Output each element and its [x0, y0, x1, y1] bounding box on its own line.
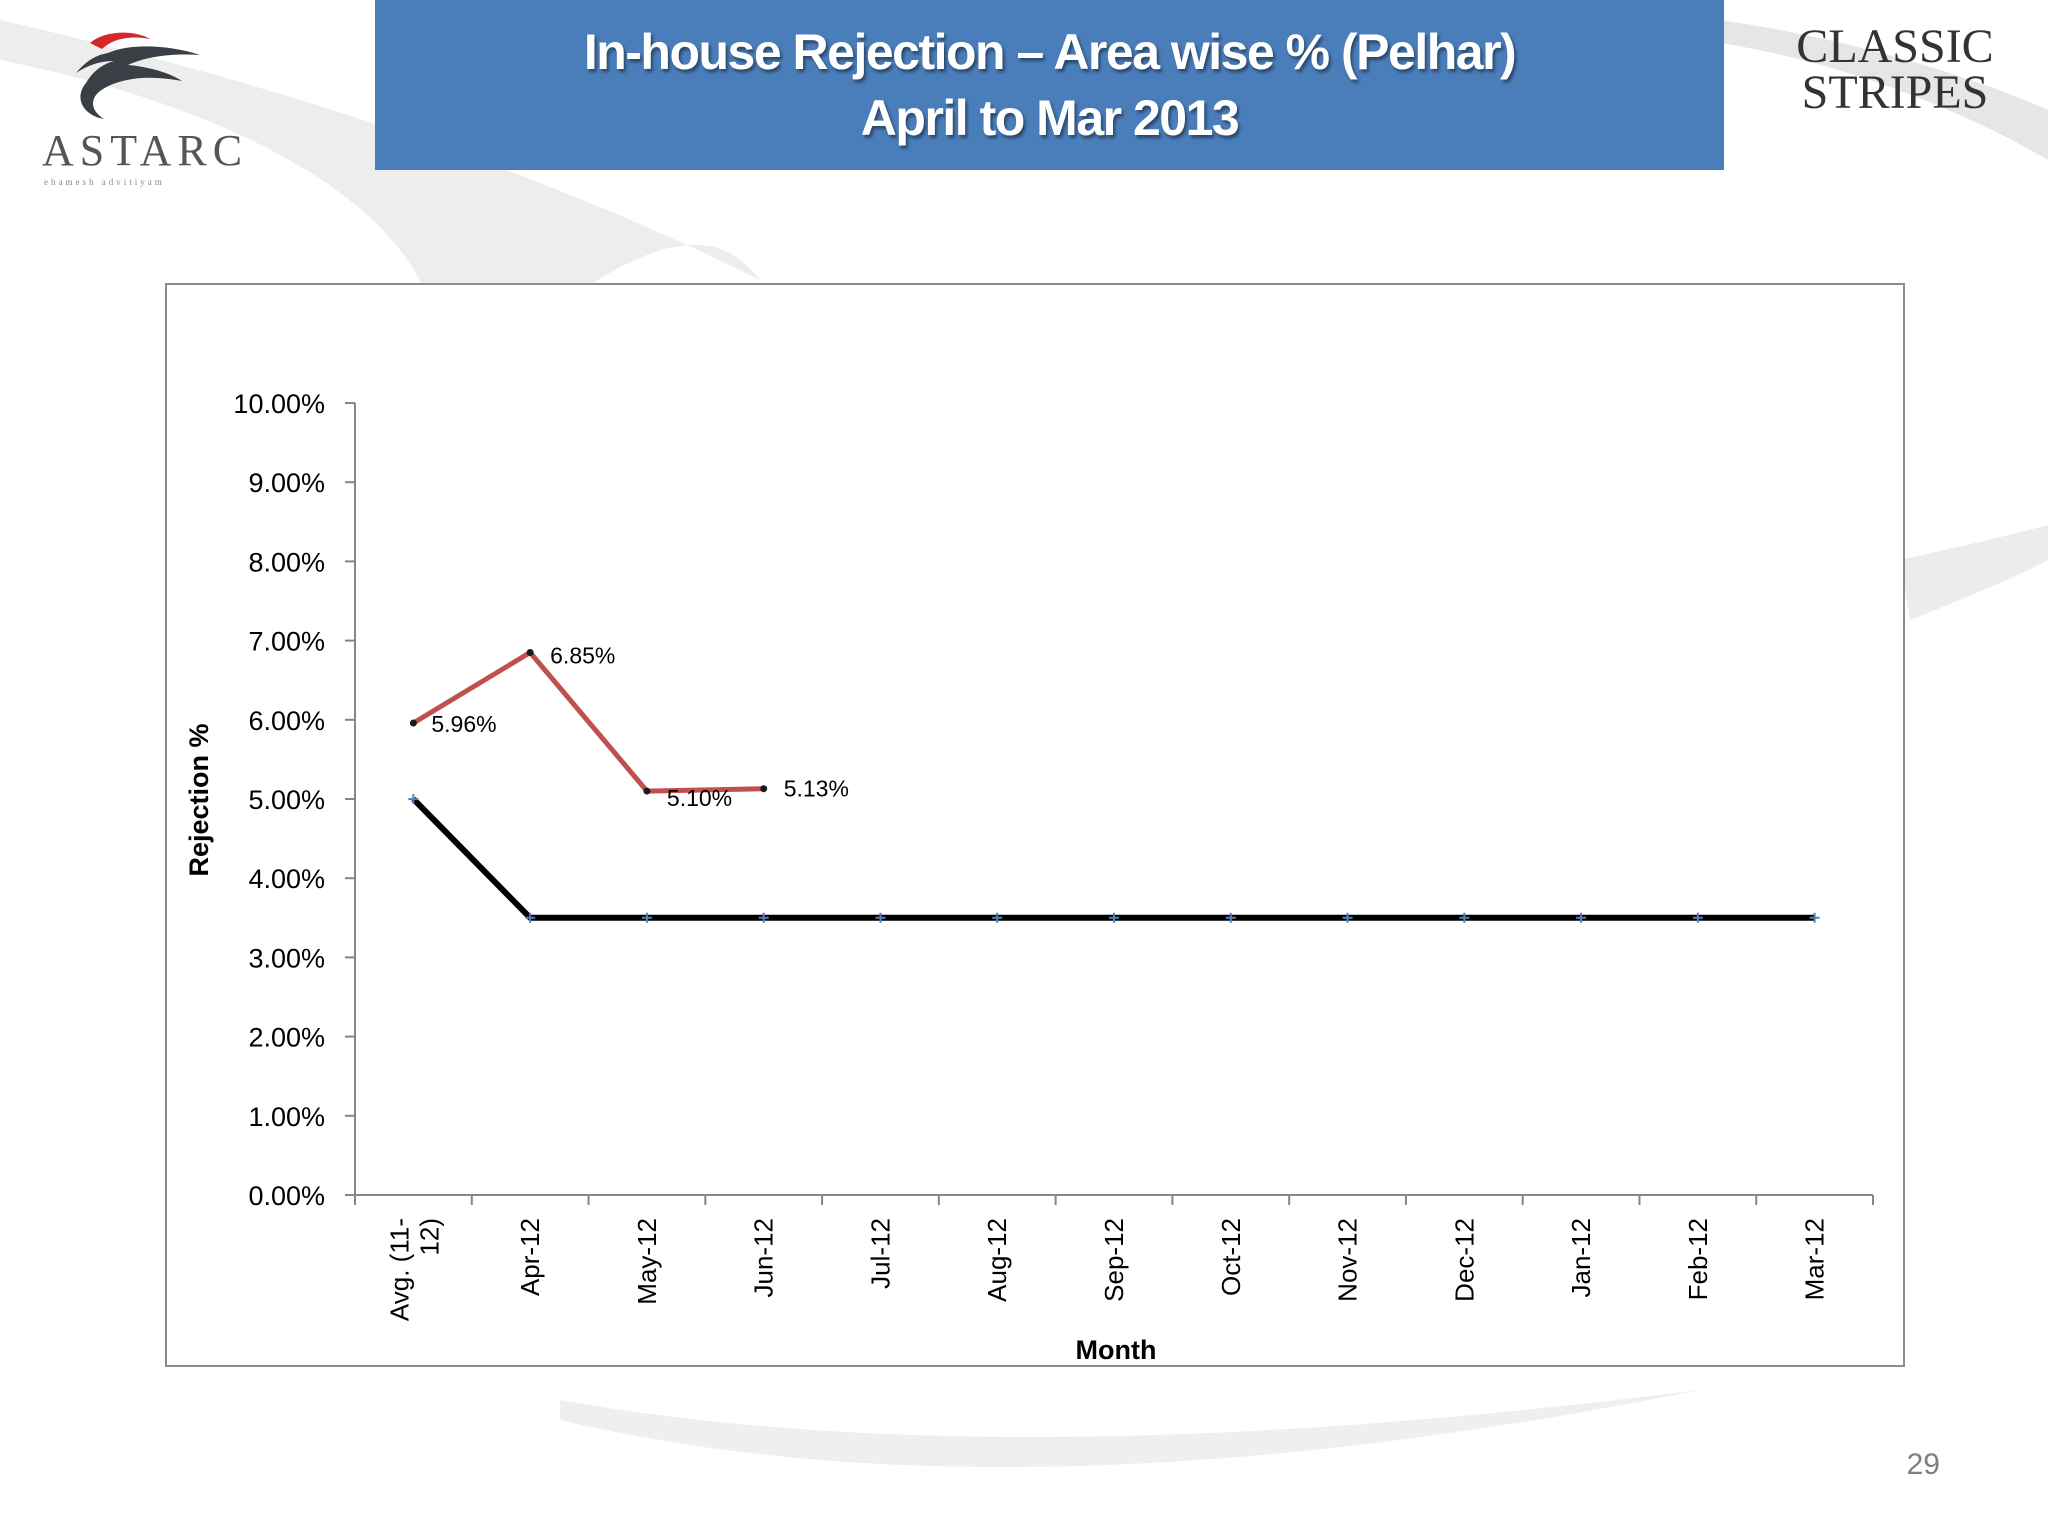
astarc-logo: ASTARC ehamesh advitiyam: [30, 25, 260, 195]
y-tick-label: 1.00%: [248, 1102, 325, 1132]
target-marker: [1809, 912, 1820, 923]
x-tick-label: Sep-12: [1099, 1218, 1129, 1302]
x-tick-label: Nov-12: [1333, 1218, 1363, 1302]
classic-stripes-line1: CLASSIC: [1796, 20, 1994, 73]
classic-stripes-logo: CLASSIC STRIPES: [1770, 20, 2020, 119]
chart-frame: [165, 283, 1905, 1367]
classic-stripes-line2: STRIPES: [1801, 66, 1989, 119]
chart-series: [408, 648, 1820, 923]
x-tick-label: Avg. (11-12): [384, 1218, 444, 1321]
data-point-marker: [526, 648, 534, 656]
target-marker: [1342, 912, 1353, 923]
series-line-1: [412, 649, 764, 794]
data-label: 5.13%: [784, 776, 849, 802]
y-tick-label: 2.00%: [248, 1023, 325, 1053]
y-tick-label: 10.00%: [233, 389, 325, 419]
y-tick-label: 0.00%: [248, 1181, 325, 1211]
series-line-2: [411, 796, 1815, 921]
data-labels: 5.96% 6.85% 5.10% 5.13%: [431, 642, 849, 811]
page-number: 29: [1906, 1448, 1940, 1481]
x-tick-label: May-12: [632, 1218, 662, 1305]
y-axis-label: Rejection %: [184, 723, 214, 876]
data-label: 5.96%: [431, 711, 496, 737]
target-marker: [758, 912, 769, 923]
target-marker: [1692, 912, 1703, 923]
target-marker: [992, 912, 1003, 923]
target-marker: [1109, 912, 1119, 923]
target-marker: [1459, 912, 1470, 923]
y-axis-ticks: 0.00% 1.00% 2.00% 3.00% 4.00% 5.00% 6.00% 7.00%…: [233, 389, 355, 1211]
x-tick-label: Apr-12: [515, 1218, 545, 1296]
y-tick-label: 7.00%: [248, 627, 325, 657]
data-label: 5.10%: [667, 785, 732, 811]
astarc-bird-icon: [76, 32, 200, 119]
x-tick-label: Jun-12: [749, 1218, 779, 1298]
x-axis-ticks: Avg. (11-12) Apr-12 May-12 Jun-12 Jul-12 Aug-…: [354, 1195, 1874, 1321]
y-tick-label: 8.00%: [248, 547, 325, 577]
x-tick-label: Feb-12: [1683, 1218, 1713, 1300]
target-marker: [408, 794, 419, 804]
x-tick-label: Oct-12: [1216, 1218, 1246, 1296]
data-point-marker: [409, 719, 417, 727]
y-tick-label: 5.00%: [248, 785, 325, 815]
x-tick-label: Jul-12: [865, 1218, 895, 1289]
chart-axes: [354, 403, 1873, 1196]
astarc-tagline: ehamesh advitiyam: [44, 177, 165, 187]
x-tick-label: Dec-12: [1449, 1218, 1479, 1302]
y-tick-label: 9.00%: [248, 468, 325, 498]
data-point-marker: [643, 787, 651, 795]
slide-title-line1: In-house Rejection – Area wise % (Pelhar…: [583, 24, 1517, 80]
target-marker: [641, 912, 652, 923]
data-point-marker: [760, 785, 768, 793]
y-tick-label: 4.00%: [248, 864, 325, 894]
y-tick-label: 6.00%: [248, 706, 325, 736]
x-tick-label: Jan-12: [1566, 1218, 1596, 1298]
target-marker: [875, 912, 886, 923]
x-tick-label: Mar-12: [1800, 1218, 1830, 1300]
data-label: 6.85%: [550, 642, 615, 668]
target-marker: [1576, 912, 1587, 923]
slide-title: In-house Rejection – Area wise % (Pelhar…: [375, 0, 1724, 170]
x-axis-label: Month: [1076, 1335, 1157, 1365]
y-tick-label: 3.00%: [248, 943, 325, 973]
target-marker: [1225, 912, 1236, 923]
slide-title-line2: April to Mar 2013: [860, 90, 1240, 146]
target-marker: [525, 912, 536, 923]
astarc-logo-text: ASTARC: [42, 126, 249, 175]
x-tick-label: Aug-12: [982, 1218, 1012, 1302]
